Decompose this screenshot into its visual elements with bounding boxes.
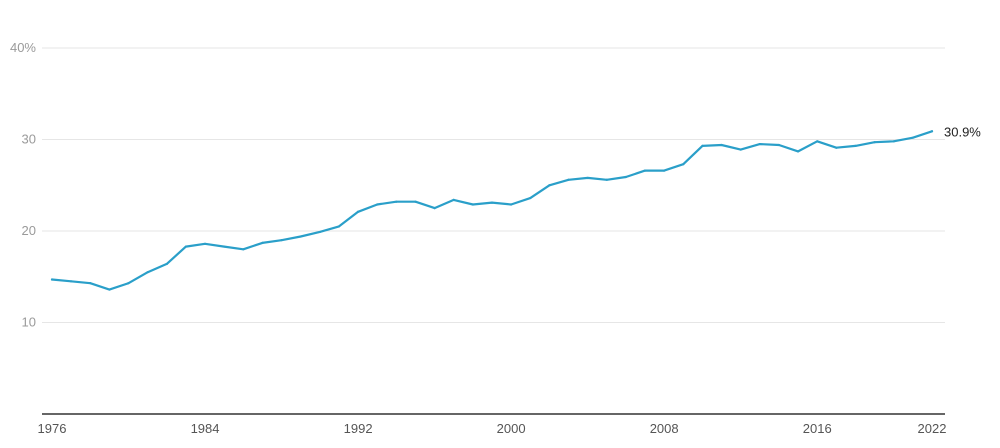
y-tick-label: 30: [22, 132, 36, 147]
data-point: [242, 248, 245, 251]
data-point: [318, 230, 321, 234]
x-tick-label: 1984: [191, 421, 220, 436]
data-point: [663, 169, 666, 172]
data-point: [643, 169, 647, 172]
x-tick-label: 2000: [497, 421, 526, 436]
data-point: [548, 184, 551, 187]
data-point: [930, 130, 934, 133]
data-point: [223, 245, 226, 248]
x-tick-label: 2008: [650, 421, 679, 436]
data-point: [854, 144, 857, 148]
x-tick-label: 2022: [918, 421, 947, 436]
data-point: [414, 200, 417, 203]
data-point: [758, 142, 761, 146]
data-point: [127, 282, 130, 285]
data-point: [873, 141, 876, 144]
data-point: [203, 242, 207, 245]
y-tick-label: 20: [22, 223, 36, 238]
data-point: [50, 278, 54, 281]
data-point: [471, 203, 474, 206]
data-point: [337, 225, 341, 228]
x-tick-label: 2016: [803, 421, 832, 436]
data-point: [490, 201, 494, 204]
data-point: [777, 143, 781, 147]
grid-lines: [42, 47, 945, 323]
y-tick-label: 10: [22, 315, 36, 330]
data-point: [624, 175, 628, 179]
data-point: [376, 203, 379, 206]
data-point: [567, 178, 570, 181]
data-point: [892, 140, 895, 143]
data-point: [433, 207, 436, 210]
y-tick-label: 40%: [10, 40, 36, 55]
data-point: [165, 262, 168, 266]
data-point: [70, 280, 73, 283]
data-point: [146, 271, 149, 274]
data-point: [796, 150, 800, 153]
data-point: [510, 203, 513, 206]
data-point: [586, 176, 589, 180]
data-point: [356, 210, 360, 213]
data-point: [261, 241, 264, 244]
data-point: [720, 143, 723, 147]
data-point: [108, 288, 111, 291]
data-point: [835, 146, 838, 149]
data-point: [395, 200, 398, 203]
end-value-label: 30.9%: [944, 124, 981, 139]
data-point: [911, 136, 914, 139]
data-point: [605, 178, 608, 181]
x-tick-label: 1992: [344, 421, 373, 436]
data-point: [280, 239, 283, 242]
data-point: [89, 282, 92, 285]
data-point: [184, 245, 188, 248]
data-point: [739, 148, 742, 151]
series-lines: [50, 130, 934, 291]
y-axis-tick-labels: 10 20 30 40%: [10, 40, 36, 330]
x-axis-tick-labels: 1976 1984 1992 2000 2008 2016 2022: [38, 421, 947, 436]
data-point: [701, 144, 704, 148]
x-tick-label: 1976: [38, 421, 67, 436]
data-point: [452, 198, 455, 201]
data-point: [299, 235, 302, 238]
data-point: [816, 140, 819, 143]
series-line: [50, 130, 934, 291]
data-point: [682, 163, 685, 166]
data-point: [529, 196, 532, 200]
